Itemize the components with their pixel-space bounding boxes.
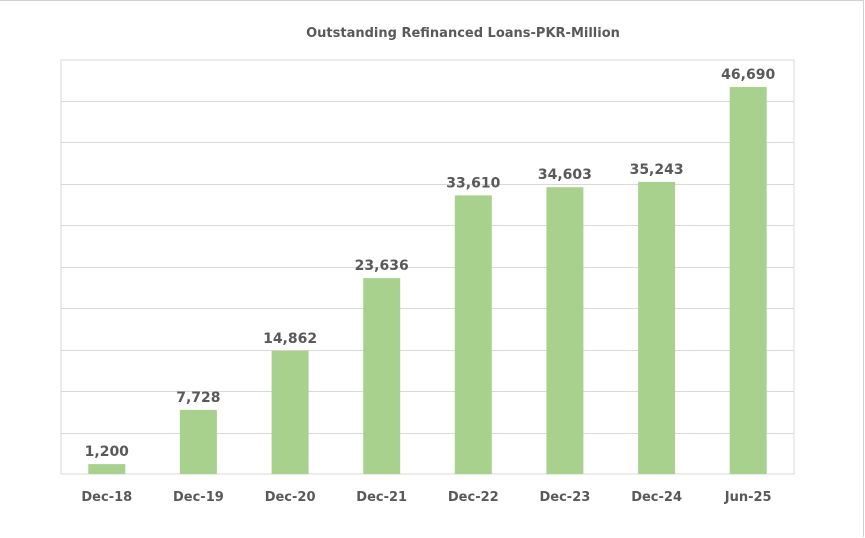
x-tick-label-dec-21: Dec-21 [356, 490, 407, 505]
x-axis-tick-labels: Dec-18 Dec-19 Dec-20 Dec-21 Dec-22 Dec-23 Dec-… [81, 490, 771, 505]
bar-dec-21 [363, 278, 401, 474]
gridlines [61, 101, 794, 434]
data-label-dec-18: 1,200 [85, 444, 130, 460]
x-tick-label-dec-23: Dec-23 [539, 490, 590, 505]
x-tick-label-dec-18: Dec-18 [81, 490, 132, 505]
x-tick-label-dec-22: Dec-22 [448, 490, 499, 505]
data-label-dec-21: 23,636 [355, 258, 409, 274]
data-label-dec-24: 35,243 [630, 162, 684, 178]
bar-dec-23 [546, 187, 584, 474]
x-tick-label-dec-20: Dec-20 [265, 490, 316, 505]
data-label-dec-23: 34,603 [538, 167, 592, 183]
data-label-dec-19: 7,728 [176, 390, 220, 406]
data-label-jun-25: 46,690 [721, 67, 775, 83]
data-labels: 1,200 7,728 14,862 23,636 33,610 34,603 35,243… [85, 67, 776, 460]
x-tick-label-dec-24: Dec-24 [631, 490, 682, 505]
bar-dec-22 [454, 195, 492, 474]
x-tick-label-jun-25: Jun-25 [724, 490, 772, 505]
bar-series [88, 87, 767, 474]
bar-jun-25 [729, 87, 767, 474]
bar-dec-20 [271, 350, 309, 474]
x-tick-label-dec-19: Dec-19 [173, 490, 224, 505]
bar-dec-19 [179, 409, 217, 474]
bar-dec-18 [88, 464, 126, 474]
data-label-dec-20: 14,862 [263, 331, 317, 347]
bar-dec-24 [638, 181, 676, 474]
chart-title: Outstanding Refinanced Loans-PKR-Million [306, 26, 620, 41]
data-label-dec-22: 33,610 [446, 175, 500, 191]
